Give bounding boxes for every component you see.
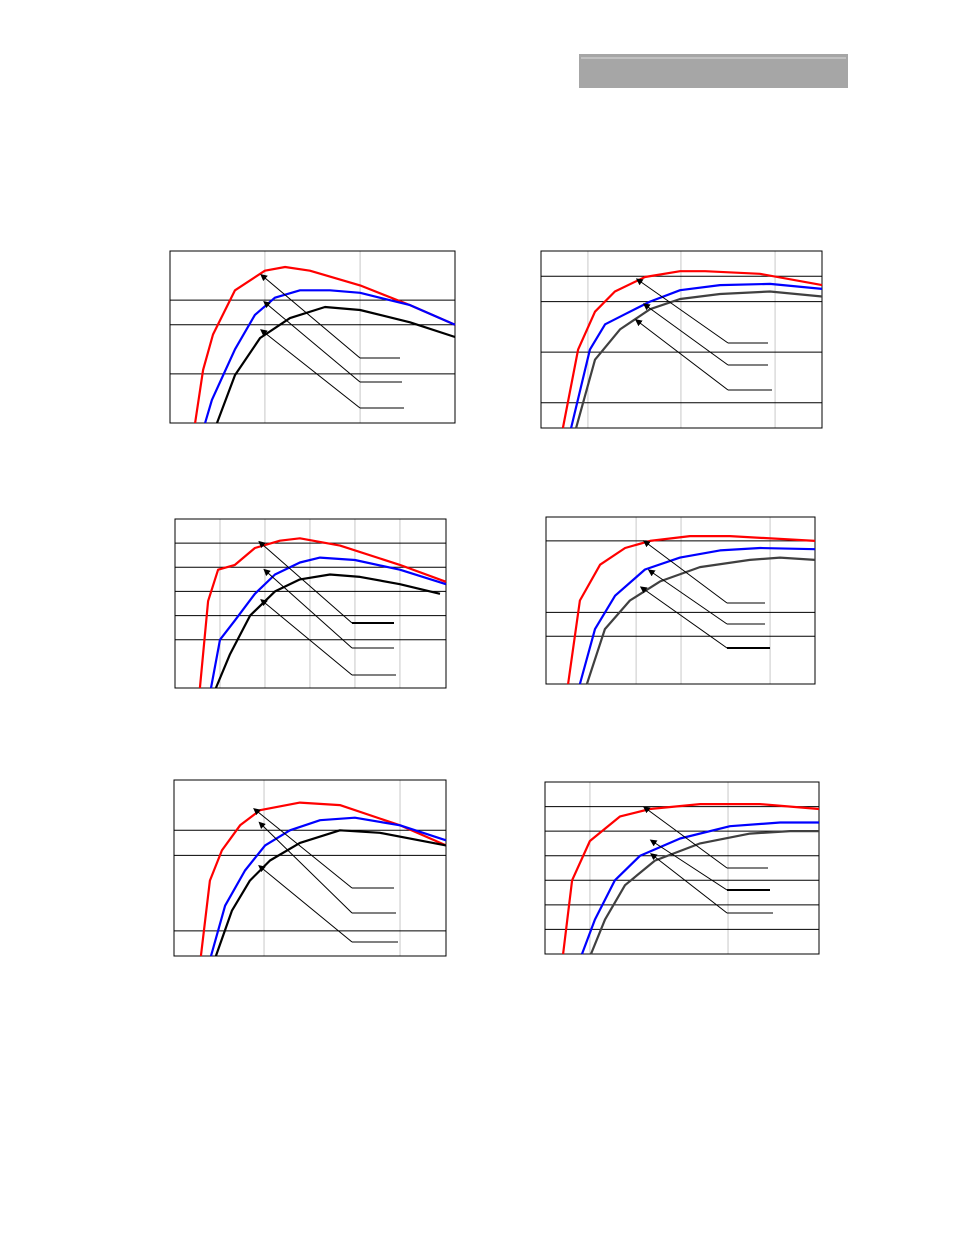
annotation-arrow (253, 808, 353, 889)
series-line (570, 282, 823, 429)
header-bar (579, 54, 848, 88)
annotation-arrow (258, 540, 353, 624)
annotation-arrow (258, 821, 353, 914)
annotation-arrow (258, 865, 353, 943)
annotation-arrow (260, 598, 353, 676)
plot-frame (173, 779, 447, 957)
series-line (578, 546, 816, 685)
series-line (589, 830, 819, 955)
series-line (562, 803, 820, 955)
series-line (199, 801, 447, 957)
series-line (209, 816, 447, 957)
annotation-arrow (642, 806, 728, 869)
annotation-arrow (642, 303, 729, 366)
annotation-arrow (650, 853, 728, 914)
annotation-arrow (260, 329, 361, 409)
series-line (214, 573, 441, 689)
series-line (209, 556, 447, 689)
annotation-arrow (639, 586, 728, 649)
series-line (575, 290, 823, 429)
annotation-arrow (647, 569, 728, 625)
annotation-arrow (649, 839, 728, 891)
annotation-arrow (635, 278, 729, 344)
series-line (198, 537, 447, 689)
series-line (585, 556, 816, 685)
series-line (215, 305, 456, 424)
plot-frame (545, 516, 816, 685)
series-line (214, 829, 447, 957)
plot-frame (544, 781, 820, 955)
plot-frame (174, 518, 447, 689)
series-line (580, 821, 819, 955)
annotation-arrow (642, 540, 728, 604)
series-line (567, 535, 816, 685)
plot-frame (540, 250, 823, 429)
annotation-arrow (260, 273, 361, 359)
series-line (561, 270, 823, 429)
annotation-arrow (263, 568, 353, 649)
series-line (204, 289, 456, 424)
series-line (194, 265, 456, 424)
annotation-arrow (634, 319, 729, 391)
annotation-arrow (263, 300, 361, 383)
